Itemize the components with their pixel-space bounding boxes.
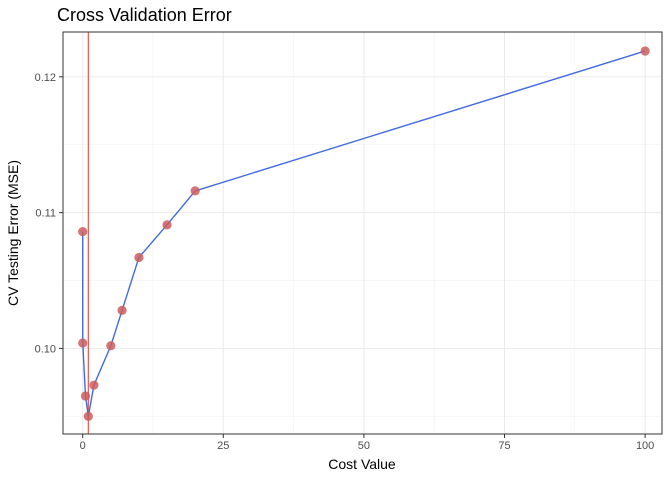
major-gridlines [63,32,662,434]
plot-border [62,31,663,435]
data-point [117,305,127,316]
data-point [80,391,91,401]
y-axis-title: CV Testing Error (MSE) [5,160,21,306]
y-tick-label: 0.11 [35,208,56,220]
x-axis-title: Cost Value [328,456,396,472]
y-axis: 0.10 0.11 0.12 [35,72,63,355]
x-tick-label: 25 [217,440,229,452]
y-tick-label: 0.10 [35,343,56,355]
x-tick-label: 50 [358,440,370,452]
data-point [83,411,93,421]
x-axis: 0 25 50 75 100 [80,434,654,452]
points-layer [78,46,650,421]
y-tick-label: 0.12 [35,72,56,84]
data-point [190,186,200,196]
x-tick-label: 100 [636,440,654,452]
minor-gridlines [63,32,662,434]
data-point [89,380,99,390]
data-point [640,46,650,56]
x-tick-label: 75 [498,440,510,452]
chart-title: Cross Validation Error [57,5,232,25]
data-point [78,227,88,237]
data-point [78,338,88,348]
data-point [134,252,144,263]
data-point [106,341,116,351]
data-point [162,220,172,230]
plot-panel [63,32,662,434]
x-tick-label: 0 [80,440,86,452]
